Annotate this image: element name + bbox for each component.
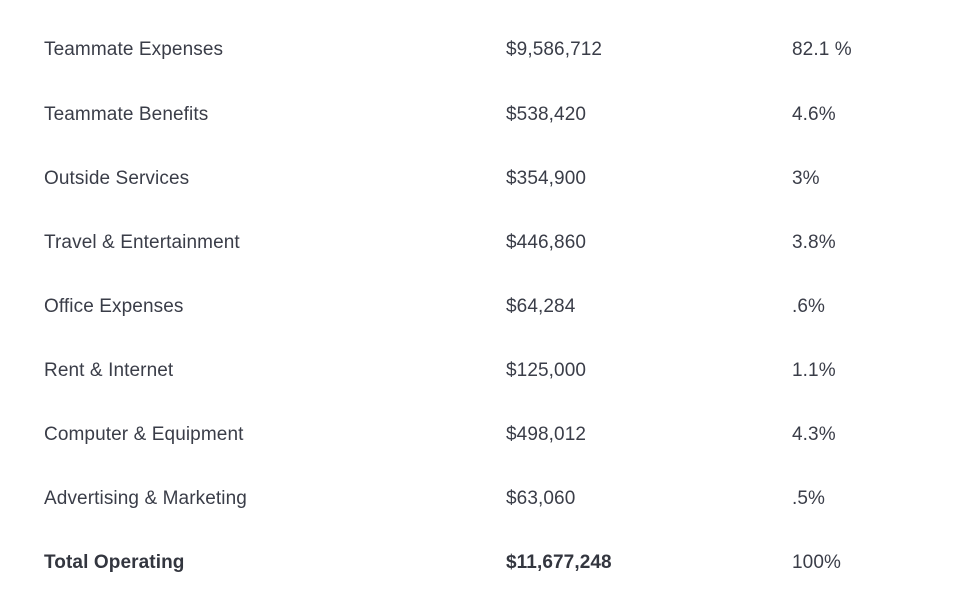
table-row: Office Expenses $64,284 .6%: [0, 287, 971, 327]
percent-cell: 4.3%: [792, 424, 836, 445]
total-row: Total Operating $11,677,248 100%: [0, 543, 971, 583]
amount-cell: $64,284: [506, 296, 576, 317]
amount-cell: $446,860: [506, 232, 587, 253]
category-cell: Teammate Benefits: [44, 104, 209, 125]
category-cell: Outside Services: [44, 168, 190, 189]
table-row: Teammate Expenses $9,586,712 82.1 %: [0, 30, 971, 70]
percent-cell: 82.1 %: [792, 39, 852, 60]
table-row: Travel & Entertainment $446,860 3.8%: [0, 223, 971, 263]
total-percent: 100%: [792, 552, 841, 573]
percent-cell: 3.8%: [792, 232, 836, 253]
amount-cell: $125,000: [506, 360, 587, 381]
total-label: Total Operating: [44, 552, 185, 573]
percent-cell: .5%: [792, 488, 826, 509]
percent-cell: 1.1%: [792, 360, 836, 381]
category-cell: Office Expenses: [44, 296, 184, 317]
category-cell: Rent & Internet: [44, 360, 174, 381]
amount-cell: $354,900: [506, 168, 587, 189]
percent-cell: 3%: [792, 168, 820, 189]
table-row: Advertising & Marketing $63,060 .5%: [0, 479, 971, 519]
category-cell: Advertising & Marketing: [44, 488, 247, 509]
percent-cell: .6%: [792, 296, 826, 317]
category-cell: Travel & Entertainment: [44, 232, 240, 253]
table-row: Outside Services $354,900 3%: [0, 159, 971, 199]
total-amount: $11,677,248: [506, 552, 612, 573]
amount-cell: $9,586,712: [506, 39, 603, 60]
amount-cell: $538,420: [506, 104, 587, 125]
table-row: Teammate Benefits $538,420 4.6%: [0, 95, 971, 135]
percent-cell: 4.6%: [792, 104, 836, 125]
table-row: Computer & Equipment $498,012 4.3%: [0, 415, 971, 455]
amount-cell: $63,060: [506, 488, 576, 509]
category-cell: Computer & Equipment: [44, 424, 244, 445]
amount-cell: $498,012: [506, 424, 587, 445]
table-row: Rent & Internet $125,000 1.1%: [0, 351, 971, 391]
category-cell: Teammate Expenses: [44, 39, 224, 60]
